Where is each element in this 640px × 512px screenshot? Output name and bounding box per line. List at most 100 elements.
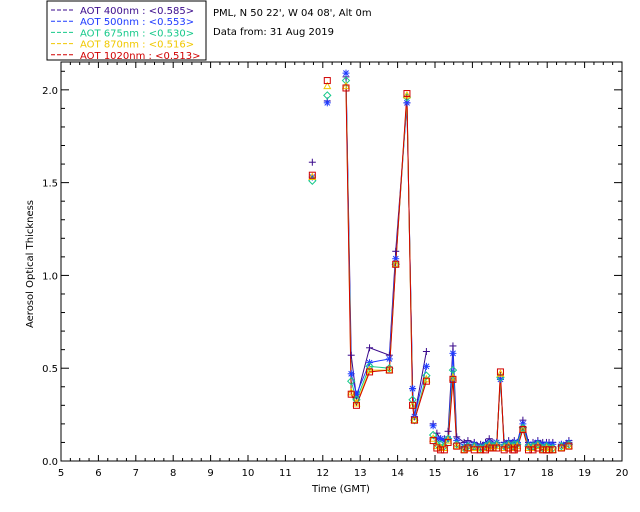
- data-point: [366, 344, 374, 352]
- data-point: [485, 440, 494, 449]
- data-point: [529, 446, 537, 454]
- data-point: [352, 401, 360, 409]
- data-point: [347, 390, 355, 398]
- data-point: [392, 247, 400, 255]
- data-point: [308, 171, 316, 179]
- data-point: [549, 446, 557, 454]
- data-point: [429, 437, 437, 445]
- legend: AOT 400nm : <0.585>AOT 500nm : <0.553> AO…: [46, 0, 207, 62]
- x-tick-label: 16: [466, 468, 479, 479]
- series-line: [345, 73, 427, 417]
- data-point: [422, 374, 431, 383]
- data-point: [341, 76, 351, 85]
- data-point: [525, 446, 532, 454]
- data-point: [403, 90, 411, 98]
- data-point: [308, 158, 316, 166]
- data-point: [436, 440, 445, 449]
- series-line: [345, 76, 427, 417]
- data-point: [444, 436, 453, 444]
- data-point: [342, 84, 350, 92]
- data-point: [449, 375, 457, 383]
- data-point: [485, 441, 494, 450]
- data-point: [409, 385, 417, 393]
- y-tick-label: 0.5: [42, 364, 58, 375]
- data-point: [409, 401, 417, 409]
- data-point: [308, 172, 317, 181]
- data-point: [443, 434, 453, 443]
- x-axis-title: Time (GMT): [311, 484, 370, 495]
- series-line: [447, 345, 553, 445]
- data-point: [519, 425, 527, 433]
- x-tick-label: 5: [58, 468, 64, 479]
- x-tick-label: 12: [316, 468, 329, 479]
- data-point: [492, 441, 501, 450]
- data-point: [385, 355, 393, 363]
- legend-label: AOT 1020nm : <0.513>: [80, 51, 200, 62]
- series-lines: [345, 73, 570, 451]
- data-point: [347, 376, 356, 386]
- data-point: [481, 446, 489, 454]
- data-point: [342, 69, 350, 77]
- data-point: [470, 441, 479, 451]
- data-point: [440, 443, 449, 452]
- legend-label: AOT 400nm : <0.585>: [80, 6, 194, 17]
- data-point: [392, 260, 400, 268]
- x-tick-label: 19: [578, 468, 591, 479]
- y-tick-label: 1.0: [42, 271, 58, 282]
- x-tick-label: 8: [170, 468, 176, 479]
- data-point: [323, 99, 331, 107]
- data-point: [402, 90, 411, 99]
- data-point: [444, 427, 452, 435]
- x-tick-label: 6: [95, 468, 101, 479]
- data-point: [449, 349, 457, 357]
- data-point: [323, 91, 332, 100]
- data-point: [449, 342, 457, 350]
- data-point: [429, 434, 438, 442]
- y-tick-label: 0.0: [42, 457, 58, 468]
- data-point: [489, 444, 497, 452]
- data-point: [565, 442, 573, 450]
- data-point: [513, 444, 521, 452]
- data-point: [347, 351, 355, 359]
- data-point: [437, 446, 445, 454]
- data-point: [453, 442, 461, 450]
- data-point: [385, 366, 393, 374]
- data-point: [422, 377, 430, 385]
- data-point: [504, 440, 513, 449]
- legend-box: [46, 0, 207, 61]
- data-point: [392, 255, 400, 263]
- x-tick-label: 20: [616, 468, 629, 479]
- x-tick-label: 13: [354, 468, 367, 479]
- data-point: [493, 444, 501, 452]
- data-point: [410, 416, 418, 424]
- data-point: [432, 441, 441, 450]
- data-point: [533, 441, 542, 450]
- data-point: [347, 387, 356, 396]
- data-point: [444, 438, 452, 446]
- legend-label: AOT 870nm : <0.516>: [80, 40, 194, 51]
- x-tick-label: 17: [503, 468, 516, 479]
- data-point: [433, 444, 441, 452]
- data-point: [347, 370, 355, 378]
- series-line: [345, 87, 427, 421]
- data-point: [534, 444, 542, 452]
- y-tick-label: 1.5: [42, 179, 58, 190]
- data-point: [496, 368, 504, 376]
- data-point: [448, 372, 457, 381]
- data-point: [429, 422, 437, 430]
- data-point: [422, 371, 431, 380]
- data-point: [500, 446, 508, 454]
- legend-label: AOT 500nm : <0.553>: [80, 17, 194, 28]
- data-point: [366, 368, 374, 376]
- data-point: [408, 395, 417, 404]
- data-point: [352, 398, 361, 407]
- data-point: [470, 443, 479, 452]
- data-point: [492, 440, 501, 449]
- x-tick-label: 15: [429, 468, 442, 479]
- data-point: [365, 365, 374, 374]
- data-point: [323, 77, 331, 85]
- data-point: [440, 446, 448, 454]
- x-tick-label: 9: [207, 468, 213, 479]
- data-point: [477, 446, 485, 454]
